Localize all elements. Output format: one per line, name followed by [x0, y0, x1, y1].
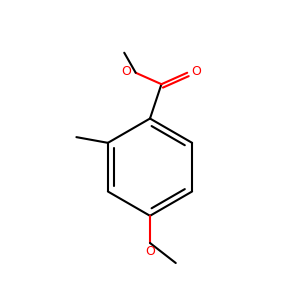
Text: O: O	[191, 65, 201, 78]
Text: O: O	[122, 65, 131, 78]
Text: O: O	[145, 245, 155, 258]
